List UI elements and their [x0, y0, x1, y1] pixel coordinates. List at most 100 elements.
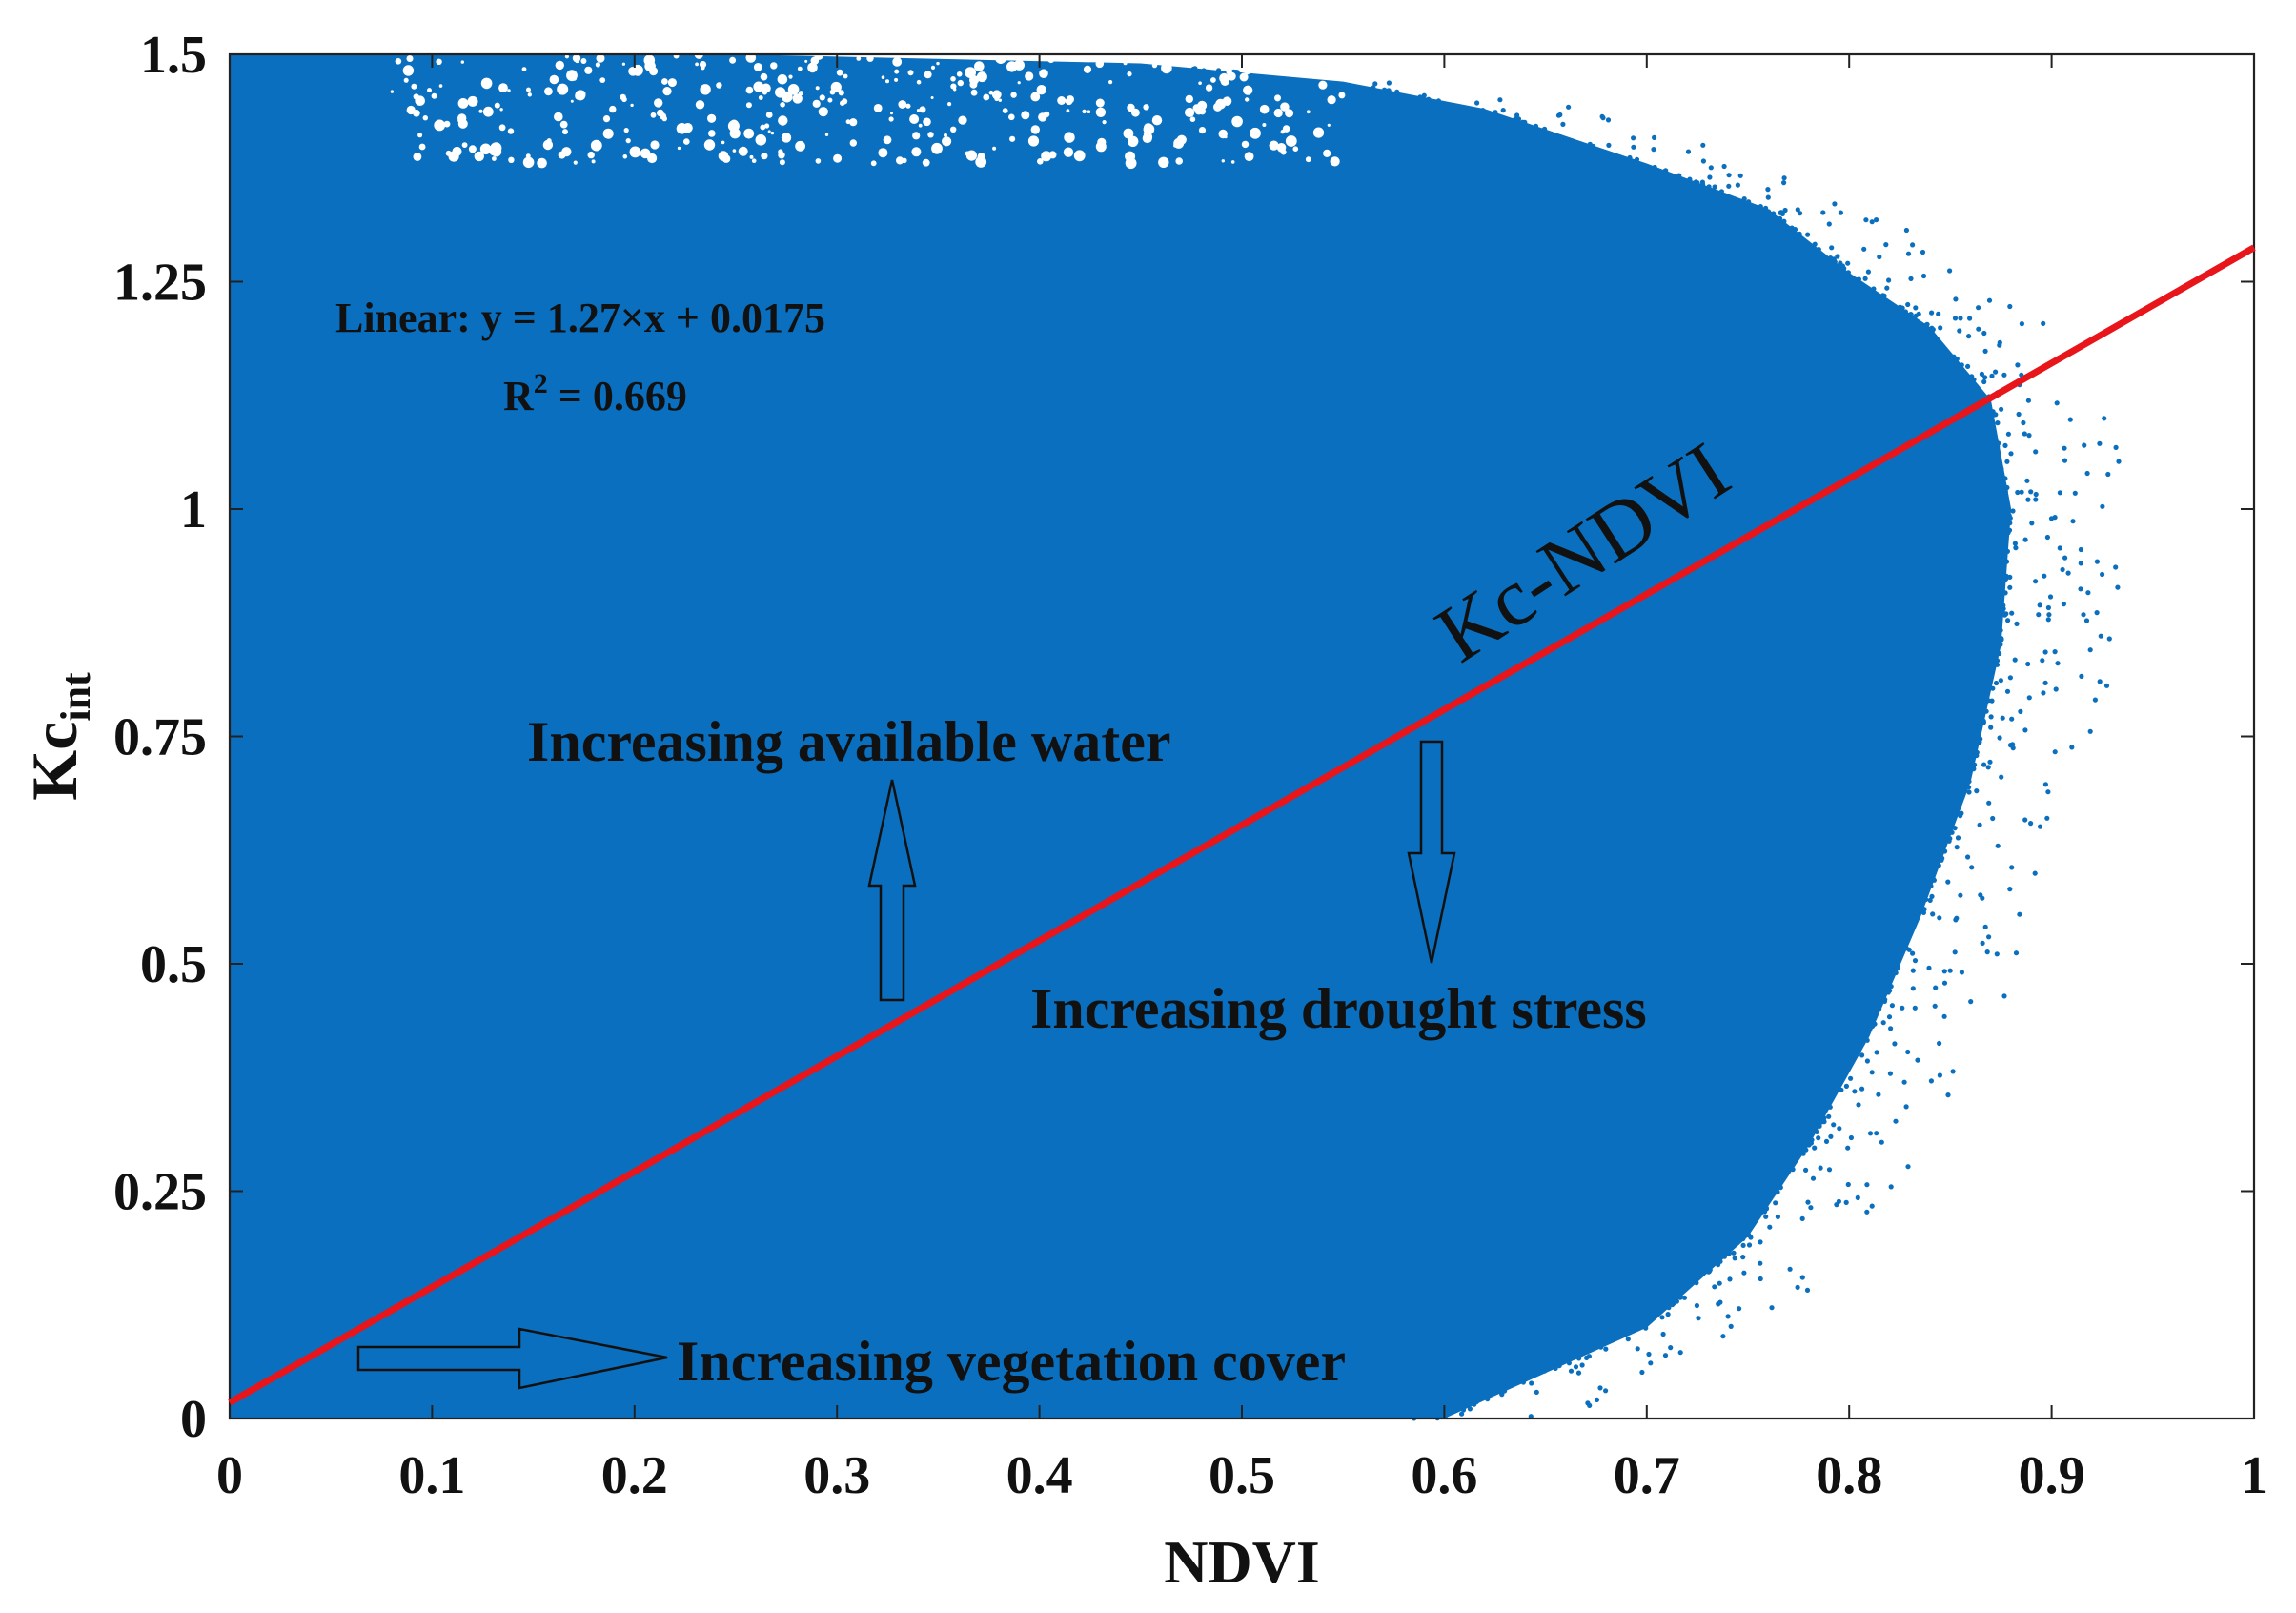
- scatter-point: [2028, 821, 2034, 827]
- scatter-point: [1426, 96, 1432, 102]
- cloud-gap: [965, 67, 976, 78]
- scatter-point: [1869, 219, 1875, 225]
- scatter-point: [1803, 1167, 1809, 1173]
- scatter-point: [1990, 444, 1996, 451]
- scatter-point: [1954, 915, 1960, 921]
- cloud-gap: [436, 58, 442, 65]
- scatter-point: [1595, 1338, 1601, 1344]
- cloud-gap: [818, 107, 828, 117]
- cloud-gap: [479, 143, 492, 155]
- cloud-gap: [1043, 111, 1050, 118]
- scatter-point: [1989, 463, 1995, 469]
- cloud-gap: [700, 84, 711, 95]
- scatter-point: [1763, 1214, 1769, 1219]
- scatter-point: [2087, 728, 2093, 734]
- scatter-point: [2079, 673, 2084, 680]
- scatter-point: [1988, 423, 1994, 429]
- scatter-point: [1996, 629, 2001, 635]
- scatter-point: [2007, 743, 2014, 748]
- cloud-gap: [764, 123, 770, 129]
- scatter-point: [1912, 887, 1918, 892]
- arrow-down-icon: [1407, 740, 1456, 964]
- cloud-gap: [760, 72, 768, 81]
- scatter-point: [1964, 394, 1970, 399]
- scatter-point: [2078, 546, 2083, 553]
- cloud-gap: [1205, 84, 1213, 92]
- scatter-point: [2083, 618, 2090, 623]
- cloud-gap: [1243, 85, 1253, 95]
- cloud-gap: [1262, 123, 1267, 127]
- scatter-point: [1560, 121, 1566, 127]
- cloud-gap: [1185, 107, 1195, 118]
- scatter-point: [1965, 651, 1971, 657]
- scatter-point: [1812, 1109, 1818, 1114]
- cloud-gap: [729, 128, 741, 139]
- scatter-point: [1792, 1151, 1798, 1156]
- scatter-point: [2015, 362, 2021, 368]
- scatter-point: [2061, 602, 2066, 607]
- cloud-gap: [755, 134, 767, 146]
- scatter-point: [1981, 547, 1987, 553]
- scatter-point: [1954, 845, 1960, 850]
- cloud-gap: [792, 93, 803, 104]
- cloud-gap: [950, 76, 956, 82]
- scatter-point: [1861, 246, 1867, 252]
- cloud-gap: [902, 157, 907, 164]
- scatter-point: [1969, 596, 1975, 602]
- scatter-point: [1989, 698, 1995, 704]
- scatter-point: [1631, 144, 1636, 150]
- scatter-point: [1905, 935, 1911, 942]
- scatter-point: [1975, 452, 1981, 458]
- cloud-gap: [474, 151, 484, 162]
- x-tick-label: 0.3: [803, 1446, 870, 1505]
- scatter-point: [1985, 506, 1991, 512]
- scatter-point: [1573, 1364, 1579, 1370]
- cloud-gap: [460, 98, 464, 102]
- scatter-point: [1986, 934, 1992, 940]
- scatter-point: [1884, 930, 1890, 936]
- cloud-gap: [892, 57, 903, 67]
- scatter-point: [1603, 1388, 1609, 1394]
- scatter-point: [1865, 1023, 1871, 1030]
- cloud-gap: [1057, 96, 1067, 105]
- cloud-gap: [413, 93, 419, 100]
- scatter-point: [1789, 1141, 1795, 1147]
- scatter-point: [1813, 250, 1819, 255]
- scatter-point: [1647, 1308, 1653, 1314]
- cloud-gap: [422, 115, 428, 121]
- scatter-point: [1979, 613, 1984, 619]
- cloud-gap: [885, 79, 889, 84]
- scatter-point: [1603, 1346, 1609, 1352]
- scatter-point: [1864, 1058, 1870, 1064]
- scatter-point: [1953, 296, 1959, 302]
- scatter-point: [1928, 1078, 1934, 1084]
- cloud-gap: [1220, 76, 1229, 86]
- scatter-point: [1977, 690, 1982, 697]
- cloud-gap: [1090, 51, 1103, 62]
- scatter-point: [1740, 1255, 1746, 1260]
- cloud-gap: [795, 140, 805, 152]
- scatter-point: [1938, 827, 1943, 832]
- scatter-point: [2016, 411, 2022, 418]
- scatter-point: [1519, 119, 1526, 125]
- scatter-point: [2042, 680, 2048, 686]
- scatter-point: [1870, 1023, 1876, 1029]
- cloud-gap: [745, 102, 752, 109]
- scatter-point: [1954, 356, 1960, 362]
- cloud-gap: [1125, 157, 1137, 170]
- scatter-point: [1774, 236, 1779, 242]
- scatter-point: [1831, 263, 1837, 270]
- scatter-point: [1625, 1337, 1631, 1342]
- scatter-point: [1781, 218, 1787, 224]
- scatter-point: [1532, 1362, 1537, 1368]
- scatter-point: [1594, 1397, 1600, 1402]
- scatter-point: [1988, 568, 1994, 574]
- y-tick-label: 0.75: [113, 708, 207, 767]
- scatter-point: [1767, 1224, 1773, 1230]
- scatter-point: [1744, 1219, 1750, 1225]
- scatter-point: [1859, 1086, 1865, 1092]
- scatter-point: [2045, 789, 2051, 795]
- cloud-gap: [661, 78, 668, 85]
- scatter-point: [1986, 529, 1992, 535]
